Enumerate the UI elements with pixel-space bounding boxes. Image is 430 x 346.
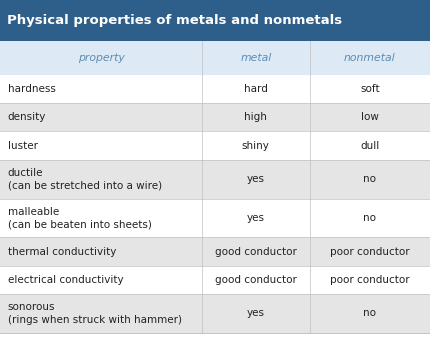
Bar xyxy=(0,103,430,131)
Text: poor conductor: poor conductor xyxy=(330,275,410,285)
Text: low: low xyxy=(361,112,379,122)
Text: dull: dull xyxy=(360,141,379,151)
Text: electrical conductivity: electrical conductivity xyxy=(8,275,123,285)
Text: density: density xyxy=(8,112,46,122)
Text: property: property xyxy=(78,53,124,63)
Bar xyxy=(0,41,430,75)
Text: luster: luster xyxy=(8,141,38,151)
Text: good conductor: good conductor xyxy=(215,275,297,285)
Bar xyxy=(0,160,430,199)
Text: shiny: shiny xyxy=(242,141,270,151)
Bar xyxy=(0,131,430,160)
Bar xyxy=(0,237,430,266)
Text: high: high xyxy=(244,112,267,122)
Text: no: no xyxy=(363,309,376,318)
Text: Physical properties of metals and nonmetals: Physical properties of metals and nonmet… xyxy=(7,14,342,27)
Text: yes: yes xyxy=(247,309,265,318)
Text: soft: soft xyxy=(360,84,380,94)
Text: malleable
(can be beaten into sheets): malleable (can be beaten into sheets) xyxy=(8,207,152,229)
Bar xyxy=(0,199,430,237)
Text: thermal conductivity: thermal conductivity xyxy=(8,247,116,256)
Text: metal: metal xyxy=(240,53,271,63)
Text: poor conductor: poor conductor xyxy=(330,247,410,256)
Text: no: no xyxy=(363,174,376,184)
Text: sonorous
(rings when struck with hammer): sonorous (rings when struck with hammer) xyxy=(8,302,182,325)
Text: good conductor: good conductor xyxy=(215,247,297,256)
Bar xyxy=(0,0,430,41)
Bar xyxy=(0,75,430,103)
Bar xyxy=(0,294,430,333)
Text: nonmetal: nonmetal xyxy=(344,53,396,63)
Text: yes: yes xyxy=(247,174,265,184)
Text: no: no xyxy=(363,213,376,223)
Text: hard: hard xyxy=(244,84,268,94)
Text: yes: yes xyxy=(247,213,265,223)
Bar xyxy=(0,266,430,294)
Text: hardness: hardness xyxy=(8,84,55,94)
Text: ductile
(can be stretched into a wire): ductile (can be stretched into a wire) xyxy=(8,168,162,191)
